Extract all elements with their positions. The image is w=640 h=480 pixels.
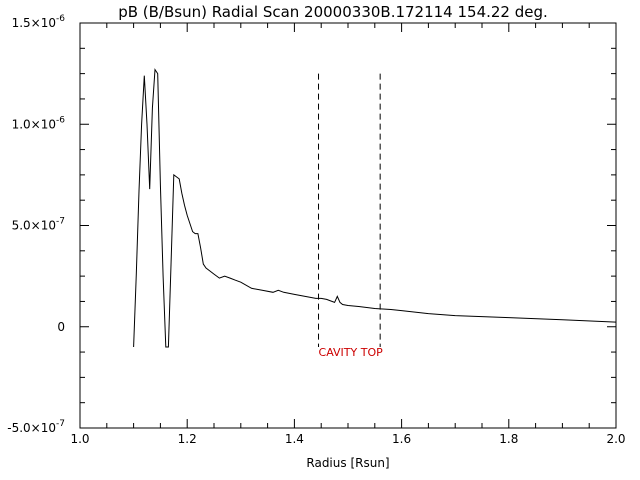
- y-tick-label: -5.0×10-7: [7, 419, 65, 435]
- plot-frame: [79, 22, 617, 429]
- y-tick-mantissa: 5.0×10: [12, 219, 56, 233]
- y-tick-label: 1.5×10-6: [12, 14, 66, 30]
- series-group: [133, 68, 617, 348]
- cavity-top-annotation: CAVITY TOP: [319, 346, 384, 359]
- cavity-markers: [318, 73, 381, 347]
- y-tick-mantissa: 1.0×10: [12, 117, 56, 131]
- y-tick-exponent: -7: [56, 419, 65, 429]
- pb-series-line: [133, 68, 617, 348]
- x-tick-label: 1.0: [70, 432, 89, 446]
- y-axis-ticks: -5.0×10-705.0×10-71.0×10-61.5×10-6: [7, 14, 616, 435]
- x-axis-ticks: 1.0 1.2 1.4 1.6 1.8 2.0: [70, 23, 626, 446]
- y-tick-mantissa: 1.5×10: [12, 16, 56, 30]
- x-tick-label: 2.0: [606, 432, 625, 446]
- x-tick-label: 1.4: [285, 432, 304, 446]
- y-tick-exponent: -7: [56, 217, 65, 227]
- y-tick-mantissa: -5.0×10: [7, 421, 56, 435]
- y-tick-label: 0: [57, 320, 65, 334]
- x-tick-label: 1.6: [392, 432, 411, 446]
- x-axis-title: Radius [Rsun]: [306, 456, 389, 470]
- y-tick-exponent: -6: [56, 115, 65, 125]
- y-tick-mantissa: 0: [57, 320, 65, 334]
- chart-title: pB (B/Bsun) Radial Scan 20000330B.172114…: [118, 3, 548, 21]
- x-tick-label: 1.2: [178, 432, 197, 446]
- y-tick-label: 5.0×10-7: [12, 217, 65, 233]
- x-tick-label: 1.8: [499, 432, 518, 446]
- y-tick-label: 1.0×10-6: [12, 115, 66, 131]
- y-tick-exponent: -6: [56, 14, 65, 24]
